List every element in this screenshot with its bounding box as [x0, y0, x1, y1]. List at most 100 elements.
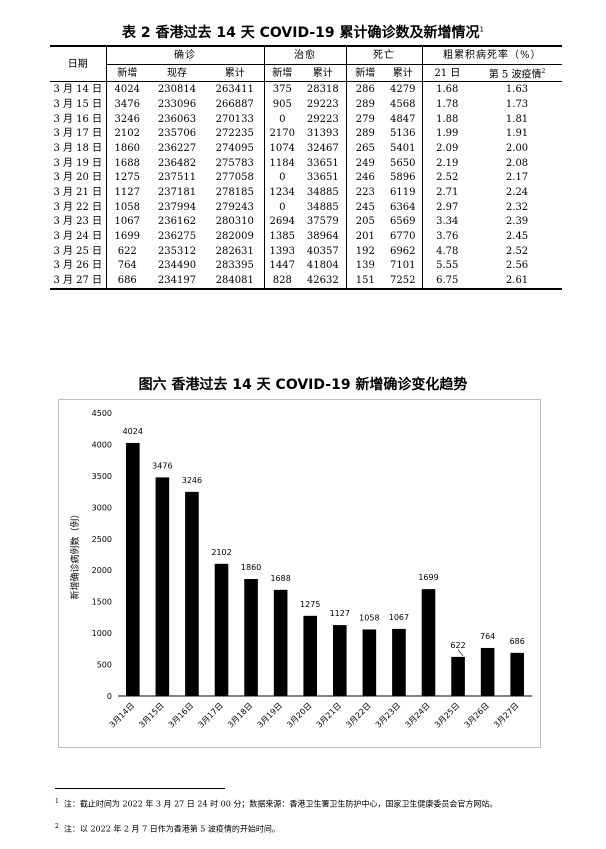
cell-cum: 272235: [215, 128, 254, 140]
footnote-divider: [55, 788, 225, 789]
cell-current: 237511: [157, 172, 197, 184]
cell-cfr21: 4.78: [421, 243, 473, 259]
cell-current: 236482: [157, 157, 197, 169]
cell-current: 237181: [157, 186, 197, 198]
cell-death-cum: 6770: [390, 231, 416, 243]
bar: [480, 647, 495, 696]
cell-date: 3 月 22 日: [53, 201, 103, 213]
header-confirmed-current: 现存: [148, 64, 206, 83]
cell-cfr21: 2.19: [421, 155, 473, 171]
cell-date: 3 月 23 日: [53, 216, 103, 228]
cell-rec-cum: 32467: [306, 142, 339, 154]
cell-cfr21: 3.34: [421, 214, 473, 230]
cell-rec-new: 828: [263, 273, 301, 290]
cell-death-new: 223: [345, 185, 385, 200]
bar: [125, 442, 140, 696]
y-tick-label: 4500: [92, 409, 112, 418]
cell-cfr5: 2.61: [472, 273, 563, 290]
table-row: 3 月 27 日 686 234197 284081 828 42632 151 7252 6.…: [50, 273, 563, 290]
cell-cfr21: 3.76: [421, 229, 473, 244]
bar-value-label: 1127: [330, 609, 350, 618]
footnote-2: 2 注：以 2022 年 2 月 7 日作为香港第 5 波疫情的开始时间。: [55, 821, 575, 835]
cell-cfr5: 2.56: [505, 260, 529, 272]
x-tick-label: 3月19日: [256, 701, 284, 729]
header-fatality-rate: 粗累积病死率（%）: [421, 45, 563, 65]
header-recovered-cumulative: 累计: [300, 64, 347, 83]
bar: [244, 579, 258, 696]
cell-rec-new: 2694: [263, 214, 301, 230]
cell-death-new: 249: [345, 155, 385, 171]
cell-new: 4024: [105, 81, 148, 98]
cell-date: 3 月 24 日: [53, 231, 103, 243]
cell-death-cum: 5896: [390, 172, 416, 184]
y-tick-label: 3500: [92, 472, 112, 481]
cell-death-new: 265: [345, 141, 385, 156]
table-row: 3 月 17 日 2102 235706 272235 2170 31393 289 5136…: [50, 126, 562, 142]
cell-cum: 278185: [215, 186, 254, 198]
footnote-1: 1 注：截止时间为 2022 年 3 月 27 日 24 时 00 分；数据来源…: [55, 796, 575, 810]
cell-new: 1275: [105, 170, 148, 186]
cell-rec-new: 1393: [263, 243, 301, 259]
cell-death-cum: 4847: [390, 113, 416, 125]
x-tick-label: 3月17日: [196, 701, 224, 729]
cell-cfr5: 1.91: [505, 128, 529, 140]
cell-rec-new: 1074: [263, 141, 301, 156]
header-wave5-label: 第 5 波疫情: [488, 69, 542, 81]
bar: [303, 615, 318, 696]
cell-death-cum: 7101: [390, 260, 416, 272]
cell-rec-new: 1184: [263, 155, 301, 171]
bar: [362, 629, 377, 696]
cell-date: 3 月 17 日: [53, 128, 103, 140]
cell-date: 3 月 25 日: [53, 245, 103, 257]
cell-current: 235706: [157, 128, 197, 140]
table-row: 3 月 24 日 1699 236275 282009 1385 38964 201 6770…: [50, 229, 562, 244]
cell-new: 1860: [105, 141, 148, 156]
cell-death-new: 205: [345, 214, 385, 230]
y-tick-label: 3000: [92, 503, 112, 512]
cell-current: 237994: [157, 201, 197, 213]
cell-death-cum: 4568: [390, 98, 416, 110]
cell-date: 3 月 14 日: [53, 84, 103, 96]
bar-value-label: 1699: [418, 573, 438, 582]
table-row: 3 月 26 日 764 234490 283395 1447 41804 139 7101 5…: [50, 258, 562, 274]
bar-value-label: 1860: [241, 563, 261, 572]
table-title: 表 2 香港过去 14 天 COVID-19 累计确诊数及新增情况1: [0, 22, 606, 42]
cell-cum: 284081: [206, 273, 265, 290]
cell-rec-new: 905: [263, 97, 301, 112]
cell-cum: 282009: [215, 231, 254, 243]
cell-death-new: 279: [345, 111, 385, 127]
cell-death-new: 151: [345, 273, 385, 290]
cell-rec-cum: 29223: [306, 98, 339, 110]
cell-cfr5: 2.08: [505, 157, 529, 169]
cell-current: 236227: [157, 142, 197, 154]
cell-date: 3 月 27 日: [50, 273, 106, 290]
cell-cum: 280310: [215, 216, 254, 228]
y-tick-label: 2500: [92, 535, 112, 544]
cell-cfr21: 2.52: [421, 170, 473, 186]
y-tick-label: 4000: [92, 440, 112, 449]
cell-death-new: 139: [345, 258, 385, 274]
cell-new: 2102: [105, 126, 148, 142]
cell-rec-cum: 28318: [306, 84, 339, 96]
cell-death-cum: 4279: [390, 84, 416, 96]
bar-value-label: 764: [480, 632, 495, 641]
bar: [451, 656, 465, 696]
table-row: 3 月 22 日 1058 237994 279243 0 34885 245 6364 2.9…: [50, 199, 562, 215]
cell-rec-cum: 40357: [306, 245, 339, 257]
cell-cfr5: 2.45: [505, 231, 529, 243]
table-row: 3 月 19 日 1688 236482 275783 1184 33651 249 5650…: [50, 155, 562, 171]
cell-death-cum: 5401: [390, 142, 416, 154]
cell-cfr5: 1.81: [505, 113, 529, 125]
cell-death-cum: 7252: [384, 273, 423, 290]
table-body: 3 月 14 日 4024 230814 263411 375 28318 286 4279 1…: [50, 81, 563, 290]
cell-cfr5: 1.73: [505, 98, 529, 110]
x-tick-label: 3月22日: [344, 701, 372, 729]
chart-title: 图六 香港过去 14 天 COVID-19 新增确诊变化趋势: [138, 377, 468, 393]
cell-date: 3 月 26 日: [53, 260, 103, 272]
cell-current: 235312: [157, 245, 197, 257]
cell-death-cum: 6569: [390, 216, 416, 228]
cell-rec-cum: 38964: [306, 231, 339, 243]
x-tick-label: 3月27日: [492, 701, 520, 729]
x-tick-label: 3月24日: [403, 701, 431, 729]
y-tick-label: 500: [97, 661, 112, 670]
